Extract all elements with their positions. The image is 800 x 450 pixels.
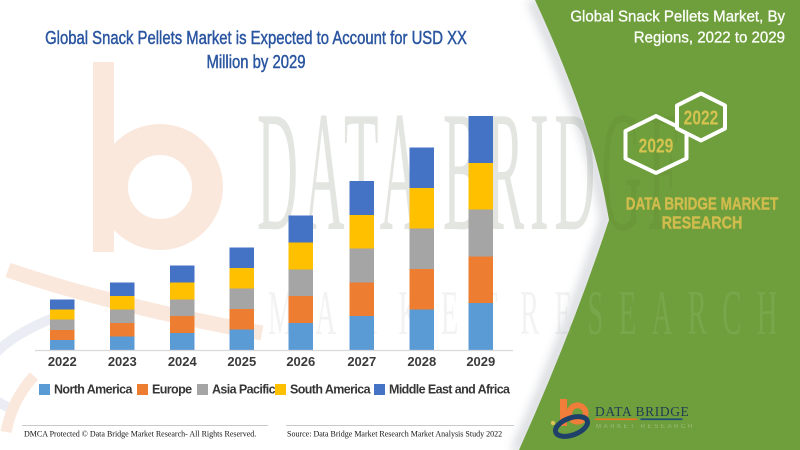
svg-text:RESEARCH: RESEARCH xyxy=(520,277,793,348)
svg-text:DATA BRIDGE: DATA BRIDGE xyxy=(595,404,689,419)
svg-text:2026: 2026 xyxy=(286,354,315,369)
svg-text:Global Snack Pellets Market, B: Global Snack Pellets Market, By xyxy=(570,8,785,26)
svg-text:2022: 2022 xyxy=(48,354,77,369)
svg-text:Middle East and Africa: Middle East and Africa xyxy=(389,383,511,397)
svg-text:MARKET RESEARCH: MARKET RESEARCH xyxy=(596,424,695,430)
svg-text:2024: 2024 xyxy=(168,354,198,369)
svg-text:2027: 2027 xyxy=(347,354,376,369)
svg-text:Asia Pacific: Asia Pacific xyxy=(212,383,276,397)
svg-text:2023: 2023 xyxy=(108,354,137,369)
svg-text:Regions, 2022 to 2029: Regions, 2022 to 2029 xyxy=(634,29,785,47)
svg-text:2028: 2028 xyxy=(407,354,436,369)
svg-text:North America: North America xyxy=(54,383,134,397)
svg-text:2029: 2029 xyxy=(639,134,674,157)
svg-text:2025: 2025 xyxy=(227,354,256,369)
svg-text:RESEARCH: RESEARCH xyxy=(662,213,743,233)
svg-text:2029: 2029 xyxy=(466,354,495,369)
svg-text:DMCA Protected © Data Bridge M: DMCA Protected © Data Bridge Market Rese… xyxy=(24,430,256,439)
svg-text:DATA BRIDGE MARKET: DATA BRIDGE MARKET xyxy=(626,195,779,214)
svg-text:South America: South America xyxy=(290,383,372,397)
svg-text:Source: Data Bridge Market Res: Source: Data Bridge Market Research Mark… xyxy=(287,430,502,439)
svg-text:Europe: Europe xyxy=(152,383,192,397)
svg-text:2022: 2022 xyxy=(684,106,719,129)
